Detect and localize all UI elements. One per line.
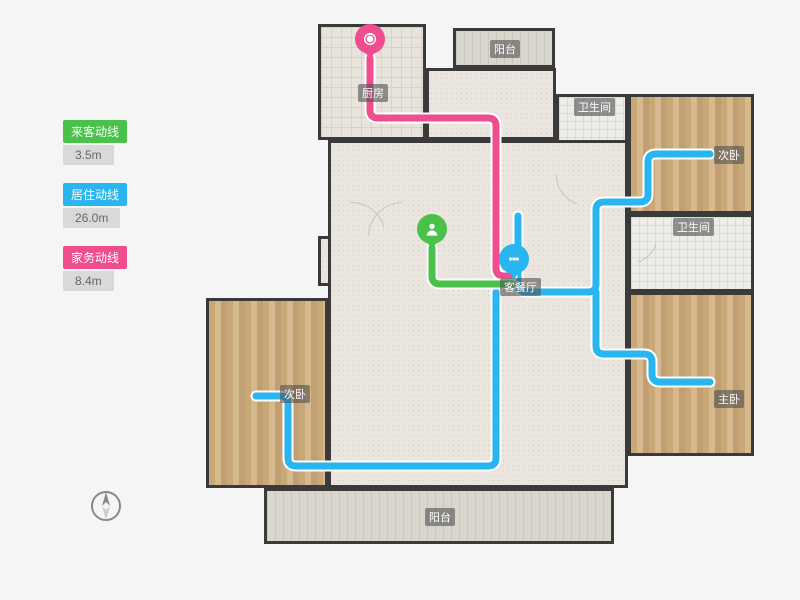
room-bed_master [628,292,754,456]
marker-living_start [499,244,529,282]
room-label-balcony_bot: 阳台 [425,508,455,526]
legend-value-guest: 3.5m [63,145,114,165]
legend-item-living: 居住动线 26.0m [63,183,127,228]
legend-value-living: 26.0m [63,208,120,228]
room-label-balcony_top: 阳台 [490,40,520,58]
room-label-bath2: 卫生间 [673,218,714,236]
legend-label-chore: 家务动线 [63,246,127,269]
room-label-bed2_top: 次卧 [714,146,744,164]
floorplan: 客餐厅厨房阳台卫生间次卧卫生间主卧次卧阳台 [200,14,760,574]
marker-guest_start [417,214,447,252]
room-label-bath1: 卫生间 [574,98,615,116]
compass-icon [88,488,124,524]
legend-item-guest: 来客动线 3.5m [63,120,127,165]
room-label-kitchen: 厨房 [358,84,388,102]
legend-label-living: 居住动线 [63,183,127,206]
legend-item-chore: 家务动线 8.4m [63,246,127,291]
marker-chore_start [355,24,385,62]
room-corridor_top [426,68,556,140]
legend-label-guest: 来客动线 [63,120,127,143]
legend: 来客动线 3.5m 居住动线 26.0m 家务动线 8.4m [63,120,127,309]
legend-value-chore: 8.4m [63,271,114,291]
room-label-bed_master: 主卧 [714,390,744,408]
room-label-bed2_bottom: 次卧 [280,385,310,403]
